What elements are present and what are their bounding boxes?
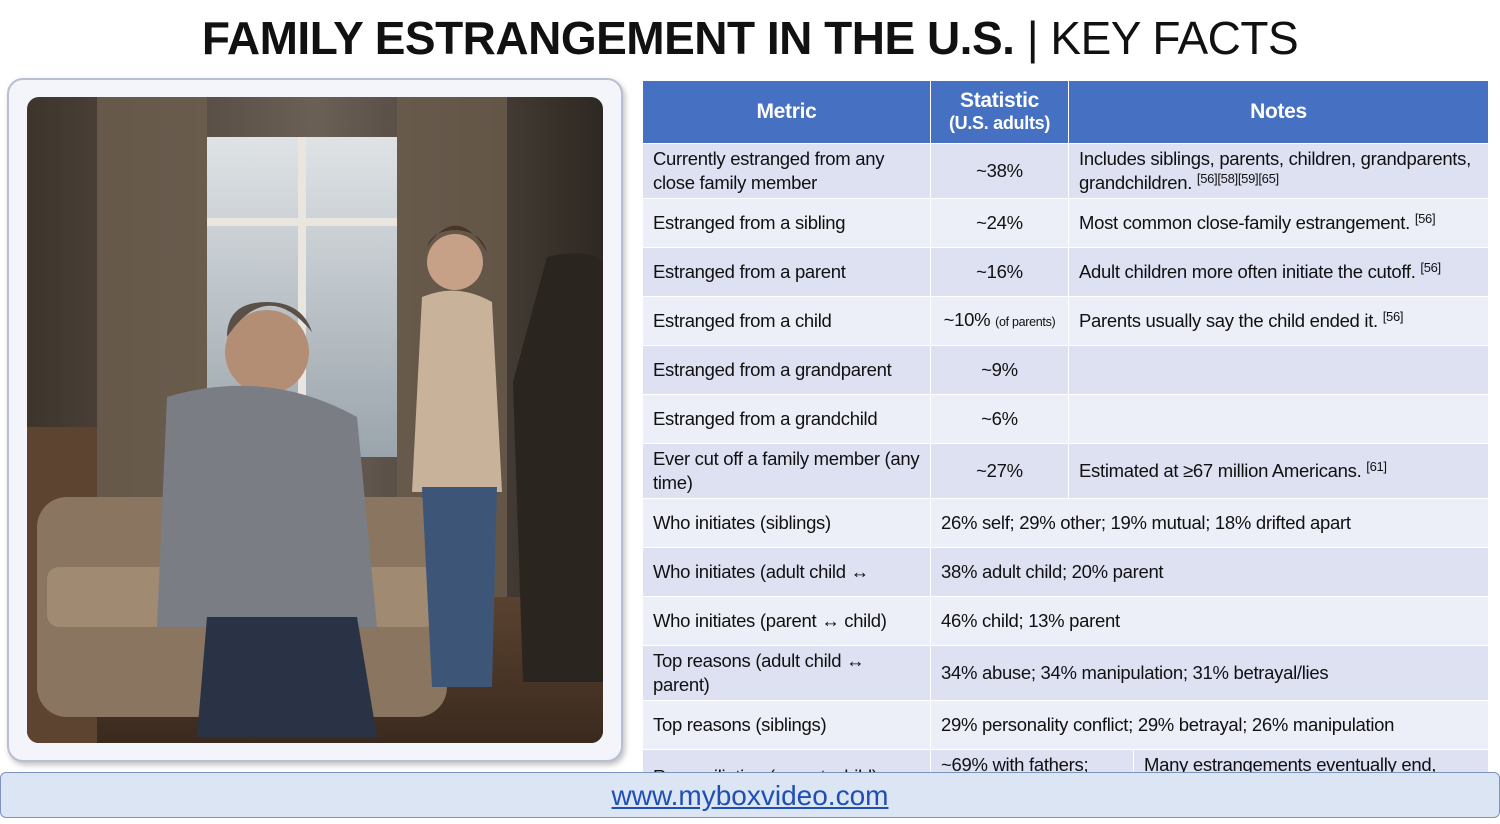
title: FAMILY ESTRANGEMENT IN THE U.S. | KEY FA… bbox=[0, 8, 1500, 68]
table-body: Currently estranged from any close famil… bbox=[642, 143, 1490, 805]
statistic: ~10% bbox=[943, 309, 991, 330]
notes-cell: Adult children more often initiate the c… bbox=[1067, 247, 1490, 297]
title-sub: | KEY FACTS bbox=[1026, 12, 1299, 64]
summary-cell: 46% child; 13% parent bbox=[929, 596, 1490, 646]
notes: Estimated at ≥67 million Americans. bbox=[1079, 460, 1362, 481]
header-cell: Statistic (U.S. adults) bbox=[930, 80, 1069, 144]
notes-cell bbox=[1067, 394, 1490, 444]
table-row: Estranged from a sibling ~24% Most common … bbox=[642, 198, 1490, 248]
statistic-qualifier: (of parents) bbox=[995, 315, 1056, 329]
header-cell: Metric bbox=[642, 80, 931, 144]
metric-cell: Estranged from a parent bbox=[642, 247, 931, 297]
summary-cell: 38% adult child; 20% parent bbox=[929, 547, 1490, 597]
statistic-cell: ~9% bbox=[930, 345, 1069, 395]
metric-cell: Who initiates (parent ↔ child) bbox=[642, 596, 931, 646]
summary-cell: 29% personality conflict; 29% betrayal; … bbox=[929, 700, 1490, 750]
statistic-cell: ~38% bbox=[930, 143, 1069, 199]
notes-cell: Estimated at ≥67 million Americans. [61] bbox=[1067, 443, 1490, 499]
table-row: Currently estranged from any close famil… bbox=[642, 143, 1490, 199]
metric-cell: Currently estranged from any close famil… bbox=[642, 143, 931, 199]
table-row: Estranged from a grandchild ~6% bbox=[642, 394, 1490, 444]
statistic-cell: ~24% bbox=[930, 198, 1069, 248]
references: [56] bbox=[1382, 309, 1404, 324]
summary-cell: 34% abuse; 34% manipulation; 31% betraya… bbox=[929, 645, 1490, 701]
metric-cell: Estranged from a child bbox=[642, 296, 931, 346]
photo-frame bbox=[7, 78, 623, 762]
metric-cell: Top reasons (siblings) bbox=[642, 700, 931, 750]
summary-cell: 26% self; 29% other; 19% mutual; 18% dri… bbox=[929, 498, 1490, 548]
statistic: ~38% bbox=[976, 160, 1023, 181]
table-row: Estranged from a grandparent ~9% bbox=[642, 345, 1490, 395]
statistic: ~9% bbox=[981, 359, 1018, 380]
metric-cell: Estranged from a sibling bbox=[642, 198, 931, 248]
facts-table: Metric Statistic (U.S. adults) Notes Curr… bbox=[642, 80, 1490, 805]
metric-cell: Who initiates (siblings) bbox=[642, 498, 931, 548]
statistic: ~24% bbox=[976, 212, 1023, 233]
metric-cell: Estranged from a grandchild bbox=[642, 394, 931, 444]
header-sublabel: (U.S. adults) bbox=[948, 113, 1051, 133]
statistic-cell: ~16% bbox=[930, 247, 1069, 297]
notes-cell: Includes siblings, parents, children, gr… bbox=[1067, 143, 1490, 199]
notes: Includes siblings, parents, children, gr… bbox=[1079, 148, 1471, 193]
table-row: Ever cut off a family member (any time) ~… bbox=[642, 443, 1490, 499]
metric-cell: Estranged from a grandparent bbox=[642, 345, 931, 395]
notes-cell: Most common close-family estrangement. [… bbox=[1067, 198, 1490, 248]
table-row: Top reasons (siblings) 29% personality co… bbox=[642, 700, 1490, 750]
notes: Most common close-family estrangement. bbox=[1079, 212, 1410, 233]
footer: www.myboxvideo.com bbox=[0, 772, 1500, 818]
photo bbox=[27, 97, 603, 743]
title-main: FAMILY ESTRANGEMENT IN THE U.S. bbox=[201, 12, 1015, 64]
statistic: ~27% bbox=[976, 460, 1023, 481]
header-label: Statistic bbox=[960, 89, 1039, 112]
metric-cell: Top reasons (adult child ↔ parent) bbox=[642, 645, 931, 701]
statistic: ~6% bbox=[981, 408, 1018, 429]
notes: Adult children more often initiate the c… bbox=[1079, 261, 1416, 282]
notes: Parents usually say the child ended it. bbox=[1079, 310, 1378, 331]
table-row: Estranged from a child ~10% (of parents) P… bbox=[642, 296, 1490, 346]
statistic-cell: ~6% bbox=[930, 394, 1069, 444]
table-row: Who initiates (adult child ↔ 38% adult ch… bbox=[642, 547, 1490, 597]
header-cell: Notes bbox=[1067, 80, 1490, 144]
table-row: Who initiates (siblings) 26% self; 29% ot… bbox=[642, 498, 1490, 548]
footer-link[interactable]: www.myboxvideo.com bbox=[611, 780, 889, 811]
notes-cell: Parents usually say the child ended it. … bbox=[1067, 296, 1490, 346]
statistic-cell: ~27% bbox=[930, 443, 1069, 499]
table-row: Top reasons (adult child ↔ parent) 34% ab… bbox=[642, 645, 1490, 701]
references: [56] bbox=[1420, 260, 1441, 275]
statistic: ~16% bbox=[976, 261, 1023, 282]
metric-cell: Ever cut off a family member (any time) bbox=[642, 443, 931, 499]
table-row: Who initiates (parent ↔ child) 46% child;… bbox=[642, 596, 1490, 646]
references: [61] bbox=[1366, 459, 1387, 474]
references: [56][58][59][65] bbox=[1196, 171, 1279, 186]
references: [56] bbox=[1414, 211, 1436, 226]
table-row: Estranged from a parent ~16% Adult childre… bbox=[642, 247, 1490, 297]
statistic-cell: ~10% (of parents) bbox=[930, 296, 1069, 346]
metric-cell: Who initiates (adult child ↔ bbox=[642, 547, 931, 597]
notes-cell bbox=[1067, 345, 1490, 395]
